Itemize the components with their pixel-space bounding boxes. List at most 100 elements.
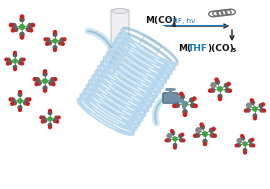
Circle shape bbox=[26, 27, 31, 31]
Circle shape bbox=[26, 102, 29, 105]
FancyBboxPatch shape bbox=[110, 51, 130, 63]
Circle shape bbox=[191, 103, 195, 108]
Circle shape bbox=[167, 134, 171, 138]
Circle shape bbox=[218, 94, 222, 98]
Circle shape bbox=[48, 123, 52, 127]
Circle shape bbox=[49, 81, 53, 85]
Circle shape bbox=[13, 59, 17, 63]
Circle shape bbox=[196, 133, 200, 137]
Circle shape bbox=[18, 93, 22, 96]
Text: )(CO): )(CO) bbox=[207, 44, 234, 53]
Circle shape bbox=[42, 116, 45, 119]
Circle shape bbox=[212, 127, 215, 131]
Circle shape bbox=[194, 104, 197, 108]
Circle shape bbox=[43, 86, 47, 90]
Circle shape bbox=[190, 98, 194, 102]
Circle shape bbox=[224, 83, 228, 87]
Circle shape bbox=[29, 29, 33, 32]
Circle shape bbox=[235, 144, 238, 147]
Circle shape bbox=[247, 103, 251, 108]
Circle shape bbox=[181, 133, 184, 136]
Circle shape bbox=[259, 104, 263, 107]
Circle shape bbox=[180, 94, 184, 99]
Circle shape bbox=[19, 91, 21, 93]
Circle shape bbox=[43, 119, 47, 122]
Text: 6: 6 bbox=[172, 23, 176, 28]
Circle shape bbox=[201, 125, 204, 129]
Circle shape bbox=[203, 132, 207, 136]
Circle shape bbox=[12, 23, 16, 28]
Ellipse shape bbox=[113, 9, 127, 13]
Circle shape bbox=[18, 99, 22, 103]
Circle shape bbox=[19, 108, 21, 111]
Circle shape bbox=[18, 61, 22, 64]
Circle shape bbox=[244, 109, 247, 112]
Circle shape bbox=[40, 116, 43, 119]
Circle shape bbox=[14, 51, 16, 54]
Circle shape bbox=[28, 98, 31, 101]
Circle shape bbox=[180, 138, 183, 142]
Circle shape bbox=[42, 120, 44, 123]
FancyBboxPatch shape bbox=[163, 93, 178, 103]
Circle shape bbox=[11, 102, 14, 105]
Text: M(: M( bbox=[178, 44, 191, 53]
Circle shape bbox=[58, 116, 60, 119]
Circle shape bbox=[211, 88, 215, 92]
Circle shape bbox=[20, 15, 24, 18]
Circle shape bbox=[43, 72, 47, 76]
Circle shape bbox=[7, 58, 10, 62]
Circle shape bbox=[24, 101, 27, 105]
Circle shape bbox=[11, 98, 15, 101]
Circle shape bbox=[183, 102, 187, 106]
FancyBboxPatch shape bbox=[113, 65, 127, 68]
Circle shape bbox=[53, 49, 56, 51]
Circle shape bbox=[211, 83, 216, 88]
Circle shape bbox=[28, 23, 32, 28]
Circle shape bbox=[14, 27, 18, 31]
Circle shape bbox=[61, 42, 64, 45]
Circle shape bbox=[13, 53, 17, 57]
Circle shape bbox=[241, 135, 243, 137]
Circle shape bbox=[167, 138, 170, 142]
Text: 5: 5 bbox=[232, 48, 236, 53]
Circle shape bbox=[175, 97, 180, 102]
Circle shape bbox=[55, 116, 58, 119]
Circle shape bbox=[46, 38, 50, 42]
Circle shape bbox=[218, 98, 222, 101]
Circle shape bbox=[182, 139, 185, 142]
Circle shape bbox=[21, 62, 23, 65]
Circle shape bbox=[20, 58, 23, 62]
Circle shape bbox=[46, 42, 49, 45]
Text: M(CO): M(CO) bbox=[145, 16, 177, 25]
Circle shape bbox=[25, 98, 29, 101]
Circle shape bbox=[225, 88, 229, 92]
Circle shape bbox=[252, 144, 255, 147]
Circle shape bbox=[50, 78, 55, 82]
Circle shape bbox=[173, 144, 177, 147]
Circle shape bbox=[251, 138, 254, 141]
Circle shape bbox=[33, 78, 36, 81]
Circle shape bbox=[48, 111, 52, 115]
Circle shape bbox=[53, 31, 56, 33]
Circle shape bbox=[203, 139, 207, 143]
Circle shape bbox=[35, 78, 39, 82]
Circle shape bbox=[171, 130, 173, 132]
Circle shape bbox=[20, 17, 24, 22]
Circle shape bbox=[228, 89, 231, 92]
Circle shape bbox=[56, 120, 59, 123]
FancyBboxPatch shape bbox=[95, 36, 161, 126]
Circle shape bbox=[260, 108, 264, 112]
Circle shape bbox=[13, 65, 17, 69]
Circle shape bbox=[194, 134, 197, 137]
Circle shape bbox=[250, 99, 253, 102]
Circle shape bbox=[20, 36, 24, 39]
Circle shape bbox=[60, 38, 64, 42]
Circle shape bbox=[218, 87, 222, 91]
Circle shape bbox=[251, 101, 255, 104]
Circle shape bbox=[210, 133, 214, 137]
Circle shape bbox=[213, 134, 216, 137]
FancyBboxPatch shape bbox=[113, 61, 127, 64]
Circle shape bbox=[244, 151, 246, 154]
Circle shape bbox=[35, 83, 38, 86]
Circle shape bbox=[263, 109, 266, 112]
